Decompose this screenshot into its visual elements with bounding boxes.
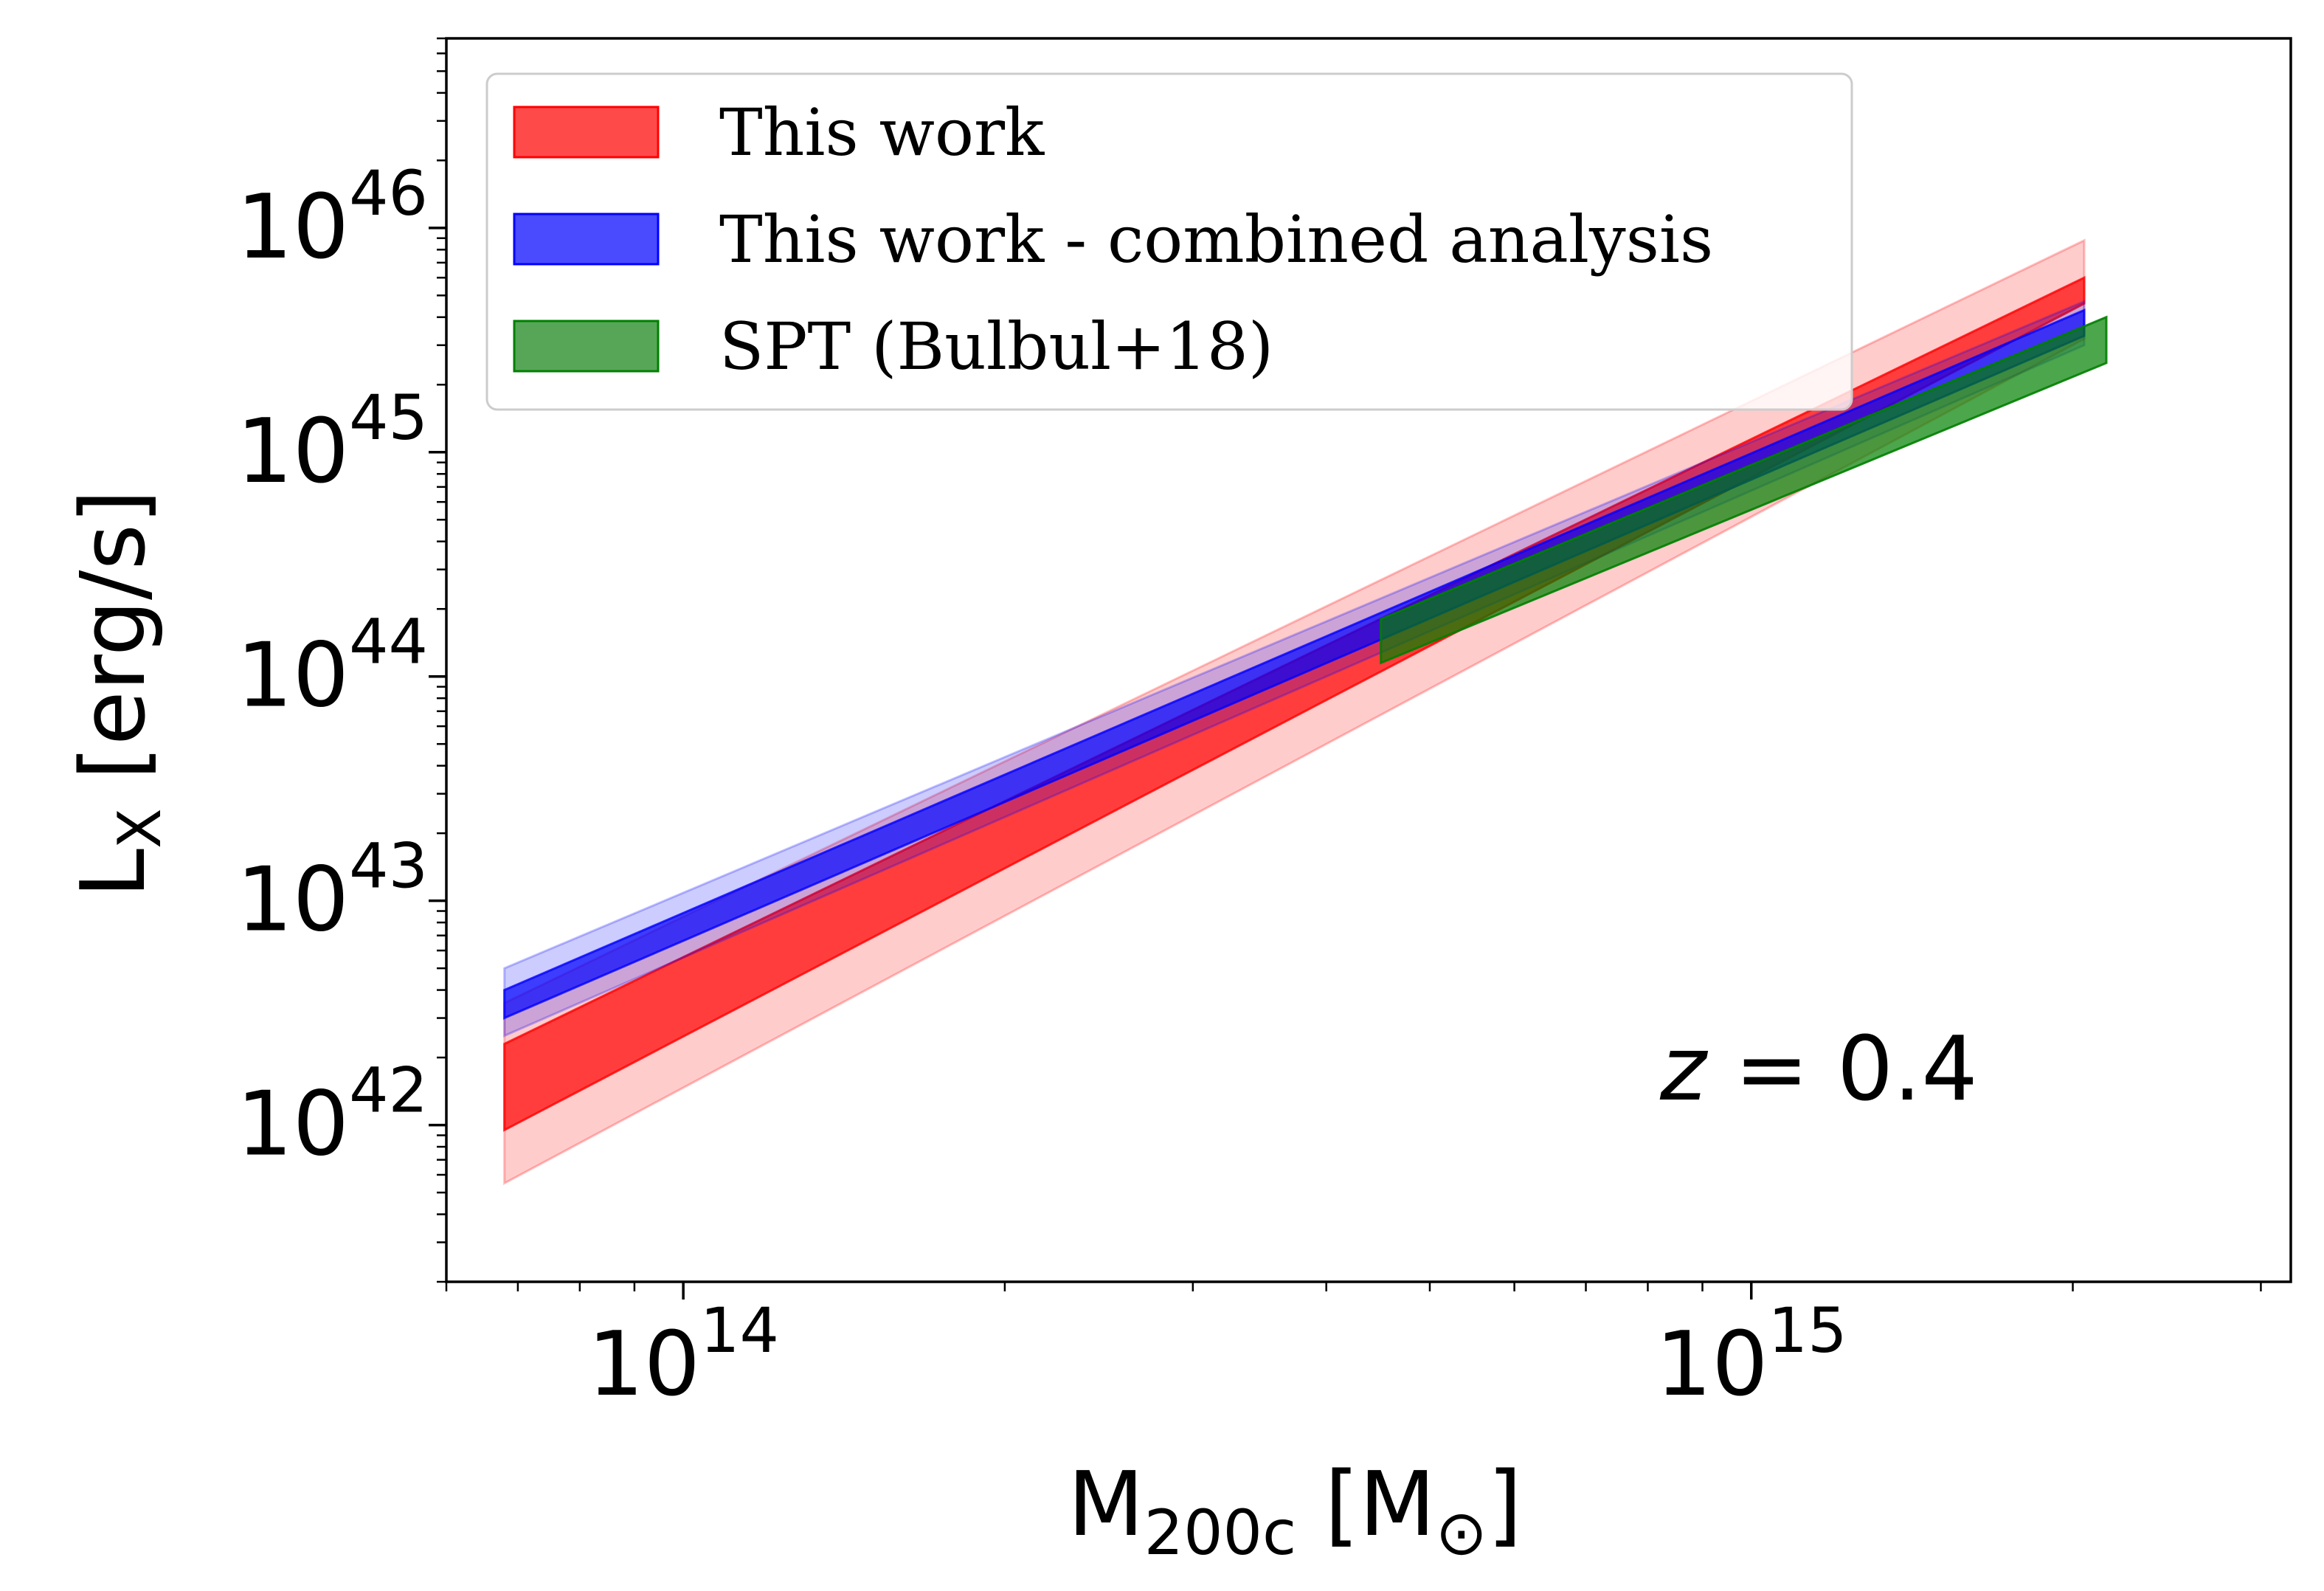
annotation-var: z [1659,1018,1709,1121]
legend: This work This work - combined analysis … [485,72,1853,411]
x-label-open: [M [1296,1454,1436,1556]
legend-label-spt: SPT (Bulbul+18) [719,308,1273,384]
redshift-annotation: z = 0.4 [1659,1018,1978,1121]
annotation-eq: = 0.4 [1706,1018,1978,1121]
axis-tick-labels: 1014 1015 1042 1043 1044 1045 1046 [236,157,1847,1416]
y-tick-label: 1043 [236,830,428,952]
y-label-rest: [erg/s] [63,489,165,808]
legend-swatch-combined-analysis [513,213,660,266]
y-axis-label: LX [erg/s] [63,489,174,898]
x-axis-label: M200c [M⊙] [1068,1454,1522,1569]
plot-frame [445,37,2292,1283]
data-bands [503,238,2108,1185]
legend-frame [485,72,1853,411]
x-label-main: M [1068,1454,1144,1556]
x-tick-label: 1015 [1656,1294,1847,1416]
y-tick-label: 1045 [236,382,428,503]
legend-swatch-spt [513,320,660,373]
x-label-sub: 200c [1144,1497,1297,1569]
y-label-sub: X [106,808,174,849]
y-label-main: L [63,849,165,898]
y-tick-label: 1046 [236,157,428,279]
legend-swatch-this-work [513,106,660,159]
x-tick-label: 1014 [587,1294,779,1416]
x-label-close: ] [1487,1454,1522,1556]
legend-label-combined-analysis: This work - combined analysis [719,201,1713,277]
y-tick-label: 1044 [236,606,428,728]
x-label-sun: ⊙ [1436,1497,1487,1569]
axis-ticks [429,37,2262,1300]
band-spt [1380,315,2108,665]
legend-label-this-work: This work [719,94,1045,170]
y-tick-label: 1042 [236,1055,428,1176]
